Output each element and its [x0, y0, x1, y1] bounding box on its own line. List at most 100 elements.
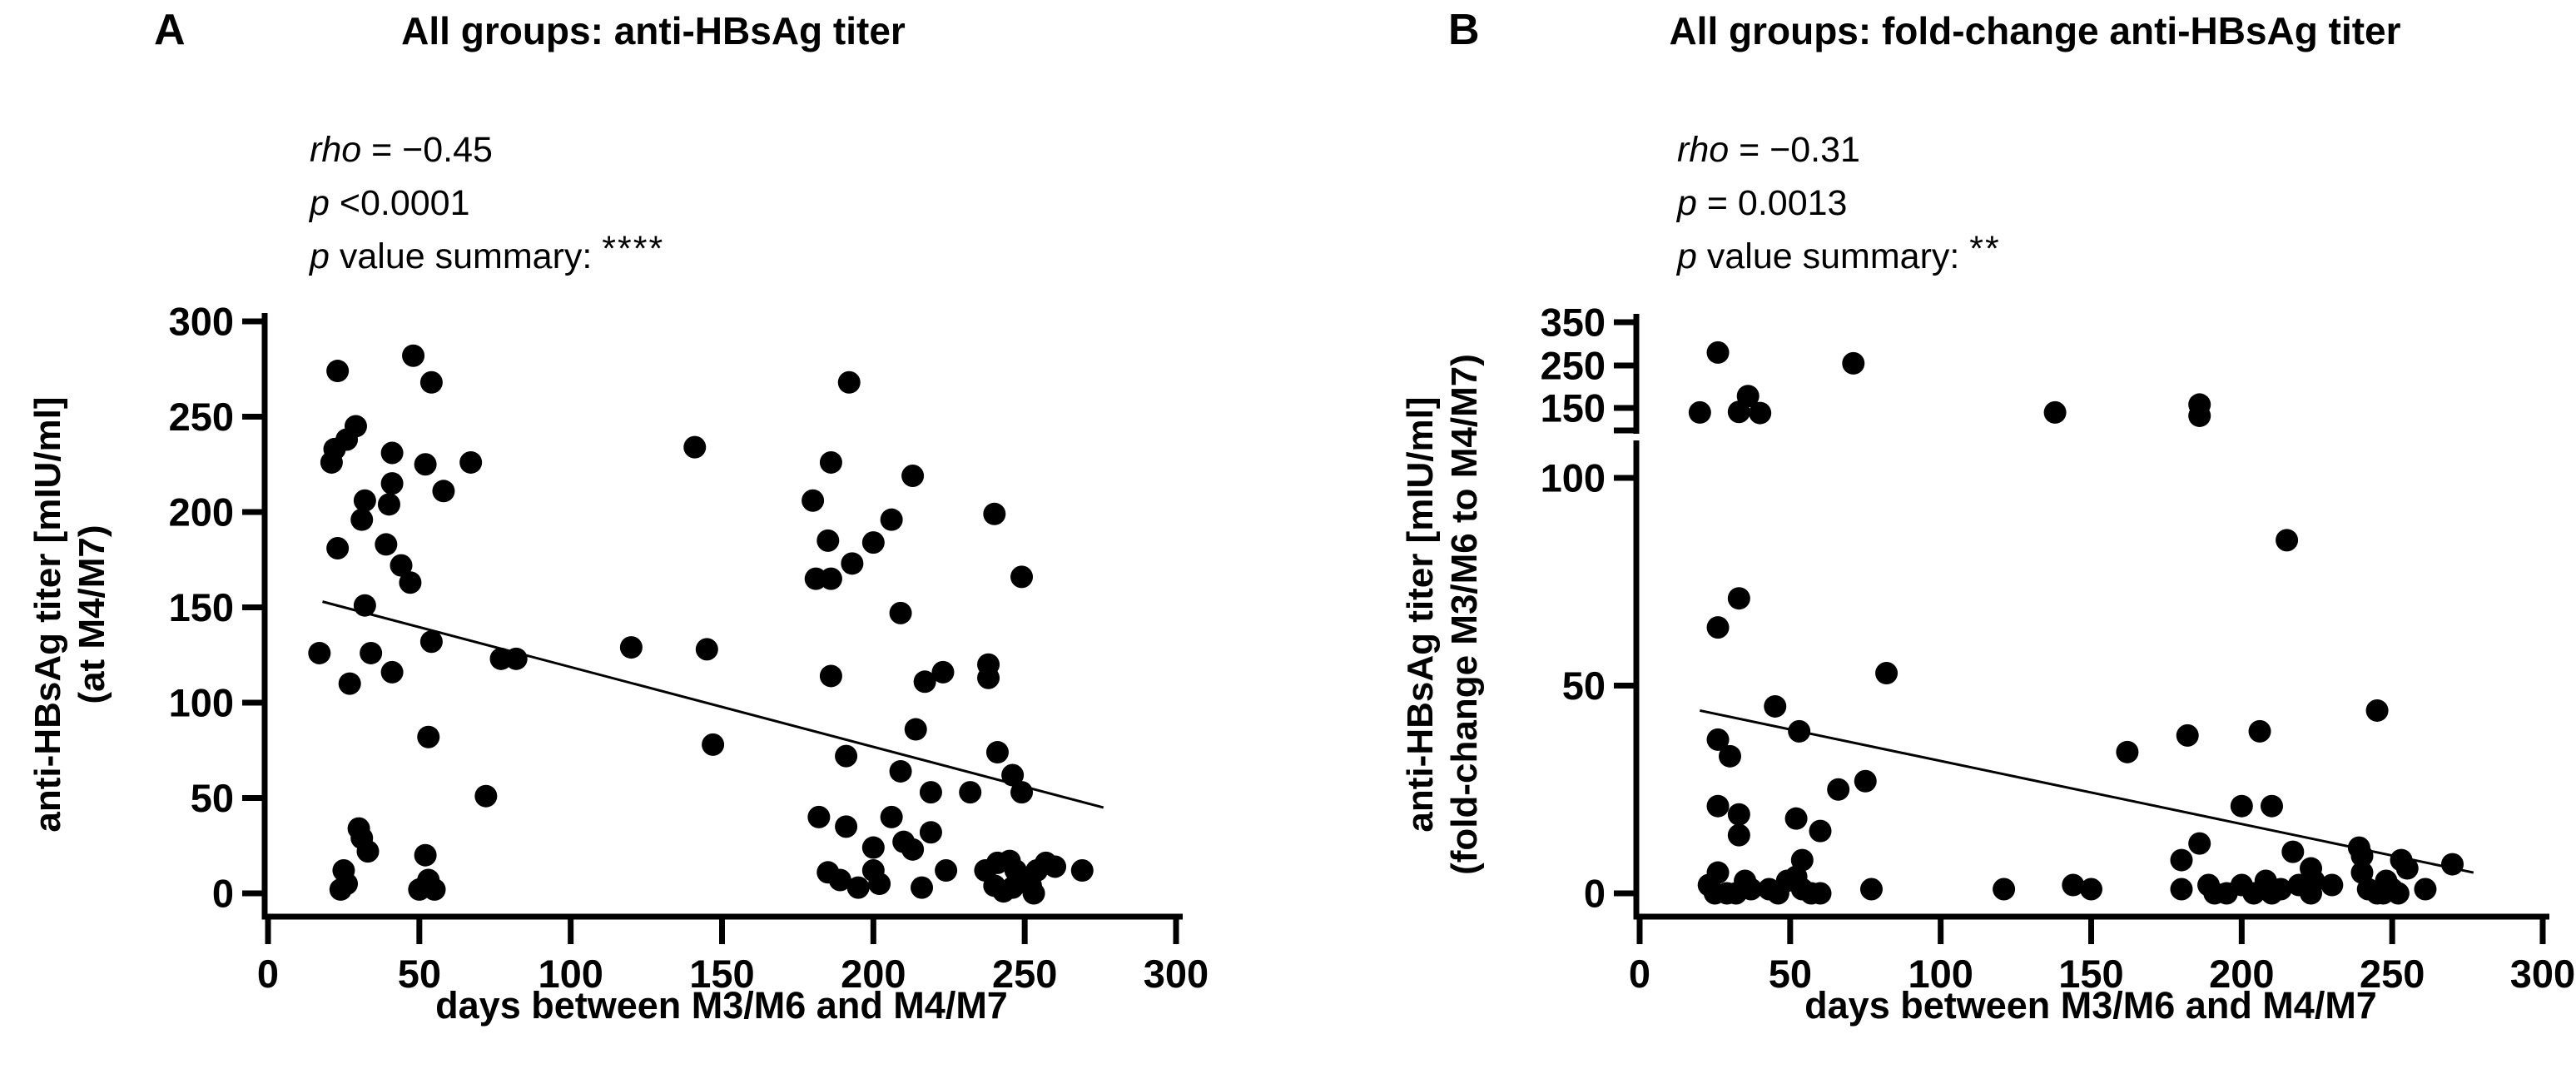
- y-tick-label: 50: [1562, 664, 1606, 708]
- y-tick-label: 250: [1541, 344, 1606, 388]
- data-point: [1809, 819, 1832, 843]
- panel-b-title: All groups: fold-change anti-HBsAg titer: [1669, 9, 2401, 52]
- data-point: [356, 840, 380, 863]
- data-point: [380, 441, 404, 465]
- data-point: [1719, 744, 1741, 768]
- data-point: [353, 489, 376, 512]
- panel-a-letter: A: [154, 6, 186, 54]
- data-point: [1688, 400, 1711, 424]
- p-symbol: p: [1677, 183, 1697, 223]
- data-point: [2365, 699, 2389, 722]
- data-point: [402, 344, 425, 367]
- data-point: [1809, 882, 1832, 905]
- rho-value: = −0.45: [361, 130, 493, 170]
- data-point: [904, 718, 927, 741]
- data-point: [861, 531, 885, 554]
- panel-b-p-line: p = 0.0013: [1677, 177, 2001, 230]
- data-point: [2371, 882, 2395, 905]
- x-tick-label: 150: [689, 952, 754, 996]
- data-point: [1070, 859, 1094, 883]
- panel-b-y-axis-label: anti-HBsAg titer [mIU/ml] (fold-change M…: [1398, 354, 1487, 875]
- x-tick-label: 200: [841, 952, 906, 996]
- data-point: [1727, 823, 1750, 847]
- p-value: = 0.0013: [1696, 183, 1848, 223]
- data-point: [1875, 662, 1898, 685]
- data-point: [308, 641, 331, 664]
- data-point: [2043, 400, 2067, 424]
- data-point: [913, 670, 936, 694]
- x-tick-label: 0: [257, 952, 279, 996]
- panel-b-stats: rho = −0.31 p = 0.0013 p value summary: …: [1677, 123, 2001, 283]
- x-tick-label: 150: [2058, 952, 2123, 996]
- data-point: [377, 493, 400, 516]
- data-point: [1764, 694, 1787, 718]
- data-point: [1859, 878, 1883, 901]
- data-point: [375, 533, 398, 556]
- data-point: [835, 744, 858, 768]
- p-symbol: p: [310, 183, 330, 223]
- p-symbol: p: [310, 236, 330, 276]
- x-tick-label: 50: [1769, 952, 1812, 996]
- panel-a-rho-line: rho = −0.45: [310, 123, 664, 177]
- data-point: [2188, 404, 2211, 427]
- data-point: [414, 843, 437, 867]
- data-point: [329, 878, 352, 901]
- data-point: [2269, 878, 2292, 901]
- regression-trend-line: [1700, 709, 2474, 874]
- panel-b-letter: B: [1448, 6, 1480, 54]
- data-point: [504, 647, 528, 670]
- p-symbol: p: [1677, 236, 1697, 276]
- panel-b-x-axis-label: days between M3/M6 and M4/M7: [1804, 984, 2377, 1027]
- data-point: [819, 450, 842, 474]
- data-point: [2188, 832, 2211, 855]
- data-point: [326, 360, 350, 383]
- y-tick-label: 100: [1541, 456, 1606, 500]
- data-point: [919, 781, 942, 804]
- data-point: [702, 733, 725, 756]
- x-tick-label: 250: [992, 952, 1057, 996]
- data-point: [835, 815, 858, 838]
- data-point: [1706, 794, 1730, 818]
- data-point: [807, 805, 831, 828]
- data-point: [2300, 882, 2323, 905]
- data-point: [828, 868, 851, 892]
- panel-a-x-axis-label: days between M3/M6 and M4/M7: [435, 984, 1008, 1027]
- panel-b-y-label-line1: anti-HBsAg titer [mIU/ml]: [1400, 396, 1441, 833]
- data-point: [2350, 844, 2374, 868]
- data-point: [861, 836, 885, 859]
- data-point: [1788, 719, 1811, 743]
- data-point: [353, 594, 376, 617]
- x-tick-label: 200: [2209, 952, 2274, 996]
- data-point: [1854, 769, 1877, 793]
- data-point: [1044, 855, 1067, 878]
- panel-a-stats: rho = −0.45 p <0.0001 p value summary: *…: [310, 123, 664, 283]
- rho-symbol: rho: [310, 130, 362, 170]
- data-point: [459, 450, 483, 474]
- panel-b-rho-line: rho = −0.31: [1677, 123, 2001, 177]
- data-point: [414, 453, 437, 476]
- data-point: [1727, 587, 1750, 610]
- data-point: [2281, 840, 2305, 863]
- data-point: [350, 508, 374, 531]
- data-point: [619, 636, 643, 659]
- data-point: [802, 489, 825, 512]
- data-point: [2170, 878, 2193, 901]
- significance-stars: ****: [602, 229, 665, 269]
- data-point: [1706, 616, 1730, 639]
- data-point: [2080, 878, 2102, 901]
- y-tick-label: 200: [169, 490, 234, 534]
- data-point: [931, 660, 955, 684]
- data-point: [959, 781, 982, 804]
- data-point: [2062, 873, 2085, 897]
- data-point: [1842, 351, 1865, 375]
- data-point: [380, 472, 404, 495]
- panel-b-y-label-line2: (fold-change M3/M6 to M4/M7): [1444, 354, 1485, 875]
- panel-a-plot: 0 50 100 150 200 250 300 0 50 100 150 200 250 300: [169, 300, 1209, 997]
- data-point: [338, 672, 361, 695]
- data-point: [1993, 878, 2016, 901]
- y-tick-label: 250: [169, 395, 234, 439]
- y-tick-label: 150: [169, 585, 234, 629]
- x-tick-label: 300: [1144, 952, 1209, 996]
- y-tick-label: 350: [1541, 301, 1606, 345]
